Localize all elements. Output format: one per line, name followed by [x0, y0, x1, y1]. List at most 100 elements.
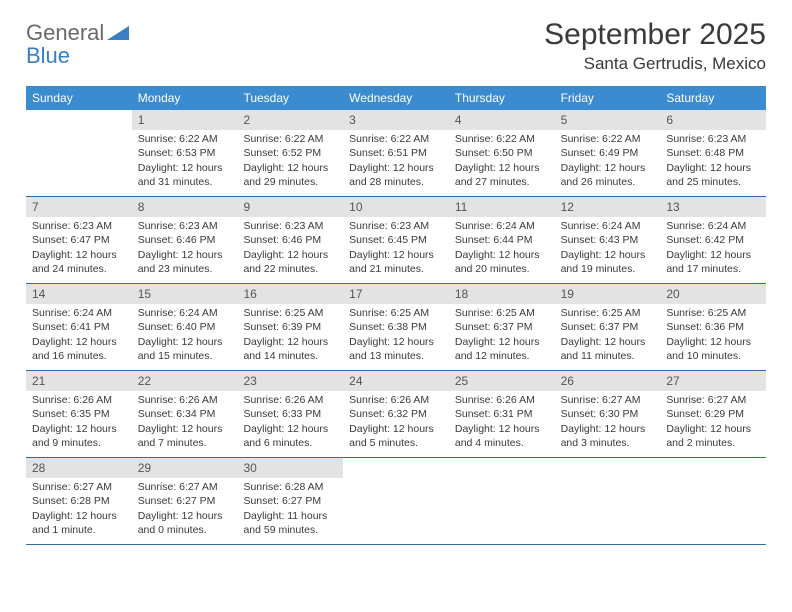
day-cell: 9Sunrise: 6:23 AMSunset: 6:46 PMDaylight…: [237, 197, 343, 283]
sunset-text: Sunset: 6:32 PM: [349, 407, 443, 421]
daylight-text: Daylight: 12 hours and 6 minutes.: [243, 422, 337, 450]
day-cell: 25Sunrise: 6:26 AMSunset: 6:31 PMDayligh…: [449, 371, 555, 457]
week-row: 14Sunrise: 6:24 AMSunset: 6:41 PMDayligh…: [26, 284, 766, 371]
sunset-text: Sunset: 6:31 PM: [455, 407, 549, 421]
day-content: Sunrise: 6:22 AMSunset: 6:50 PMDaylight:…: [449, 130, 555, 193]
day-content: Sunrise: 6:23 AMSunset: 6:47 PMDaylight:…: [26, 217, 132, 280]
daylight-text: Daylight: 12 hours and 12 minutes.: [455, 335, 549, 363]
daylight-text: Daylight: 11 hours and 59 minutes.: [243, 509, 337, 537]
day-number: 12: [555, 197, 661, 217]
daylight-text: Daylight: 12 hours and 14 minutes.: [243, 335, 337, 363]
day-cell: 3Sunrise: 6:22 AMSunset: 6:51 PMDaylight…: [343, 110, 449, 196]
sunrise-text: Sunrise: 6:26 AM: [243, 393, 337, 407]
weeks-container: 1Sunrise: 6:22 AMSunset: 6:53 PMDaylight…: [26, 110, 766, 545]
day-content: Sunrise: 6:26 AMSunset: 6:35 PMDaylight:…: [26, 391, 132, 454]
sunset-text: Sunset: 6:46 PM: [243, 233, 337, 247]
daylight-text: Daylight: 12 hours and 0 minutes.: [138, 509, 232, 537]
sunset-text: Sunset: 6:46 PM: [138, 233, 232, 247]
sunrise-text: Sunrise: 6:25 AM: [243, 306, 337, 320]
day-content: Sunrise: 6:23 AMSunset: 6:46 PMDaylight:…: [132, 217, 238, 280]
day-content: Sunrise: 6:23 AMSunset: 6:48 PMDaylight:…: [660, 130, 766, 193]
week-row: 28Sunrise: 6:27 AMSunset: 6:28 PMDayligh…: [26, 458, 766, 545]
day-cell: [26, 110, 132, 196]
day-number: 18: [449, 284, 555, 304]
sunrise-text: Sunrise: 6:27 AM: [561, 393, 655, 407]
sunset-text: Sunset: 6:47 PM: [32, 233, 126, 247]
sunrise-text: Sunrise: 6:23 AM: [349, 219, 443, 233]
day-content: Sunrise: 6:26 AMSunset: 6:31 PMDaylight:…: [449, 391, 555, 454]
sunset-text: Sunset: 6:27 PM: [138, 494, 232, 508]
sunrise-text: Sunrise: 6:22 AM: [349, 132, 443, 146]
day-cell: 11Sunrise: 6:24 AMSunset: 6:44 PMDayligh…: [449, 197, 555, 283]
daylight-text: Daylight: 12 hours and 7 minutes.: [138, 422, 232, 450]
day-number: 9: [237, 197, 343, 217]
sunset-text: Sunset: 6:44 PM: [455, 233, 549, 247]
sunset-text: Sunset: 6:38 PM: [349, 320, 443, 334]
day-number: 10: [343, 197, 449, 217]
weekday-header-row: Sunday Monday Tuesday Wednesday Thursday…: [26, 86, 766, 110]
sunrise-text: Sunrise: 6:25 AM: [666, 306, 760, 320]
sunrise-text: Sunrise: 6:26 AM: [138, 393, 232, 407]
day-number: 28: [26, 458, 132, 478]
day-cell: 10Sunrise: 6:23 AMSunset: 6:45 PMDayligh…: [343, 197, 449, 283]
daylight-text: Daylight: 12 hours and 15 minutes.: [138, 335, 232, 363]
day-number: 27: [660, 371, 766, 391]
day-content: Sunrise: 6:27 AMSunset: 6:27 PMDaylight:…: [132, 478, 238, 541]
sunrise-text: Sunrise: 6:23 AM: [243, 219, 337, 233]
sunset-text: Sunset: 6:28 PM: [32, 494, 126, 508]
daylight-text: Daylight: 12 hours and 27 minutes.: [455, 161, 549, 189]
location: Santa Gertrudis, Mexico: [544, 54, 766, 74]
sunrise-text: Sunrise: 6:28 AM: [243, 480, 337, 494]
day-cell: 7Sunrise: 6:23 AMSunset: 6:47 PMDaylight…: [26, 197, 132, 283]
sunset-text: Sunset: 6:40 PM: [138, 320, 232, 334]
daylight-text: Daylight: 12 hours and 26 minutes.: [561, 161, 655, 189]
sunrise-text: Sunrise: 6:23 AM: [138, 219, 232, 233]
day-number: 6: [660, 110, 766, 130]
logo-blue: Blue: [26, 43, 70, 68]
day-content: Sunrise: 6:25 AMSunset: 6:37 PMDaylight:…: [449, 304, 555, 367]
day-cell: 18Sunrise: 6:25 AMSunset: 6:37 PMDayligh…: [449, 284, 555, 370]
day-cell: 4Sunrise: 6:22 AMSunset: 6:50 PMDaylight…: [449, 110, 555, 196]
calendar-page: General Blue September 2025 Santa Gertru…: [0, 0, 792, 555]
day-number: 5: [555, 110, 661, 130]
day-content: Sunrise: 6:23 AMSunset: 6:45 PMDaylight:…: [343, 217, 449, 280]
daylight-text: Daylight: 12 hours and 20 minutes.: [455, 248, 549, 276]
day-content: Sunrise: 6:25 AMSunset: 6:39 PMDaylight:…: [237, 304, 343, 367]
day-content: Sunrise: 6:23 AMSunset: 6:46 PMDaylight:…: [237, 217, 343, 280]
day-content: Sunrise: 6:22 AMSunset: 6:53 PMDaylight:…: [132, 130, 238, 193]
week-row: 1Sunrise: 6:22 AMSunset: 6:53 PMDaylight…: [26, 110, 766, 197]
sunset-text: Sunset: 6:41 PM: [32, 320, 126, 334]
sunset-text: Sunset: 6:36 PM: [666, 320, 760, 334]
logo-general: General: [26, 20, 104, 45]
day-number: 30: [237, 458, 343, 478]
day-cell: 30Sunrise: 6:28 AMSunset: 6:27 PMDayligh…: [237, 458, 343, 544]
weekday-saturday: Saturday: [660, 86, 766, 110]
sunrise-text: Sunrise: 6:23 AM: [32, 219, 126, 233]
sunset-text: Sunset: 6:29 PM: [666, 407, 760, 421]
day-content: Sunrise: 6:22 AMSunset: 6:51 PMDaylight:…: [343, 130, 449, 193]
day-number: 16: [237, 284, 343, 304]
day-content: Sunrise: 6:28 AMSunset: 6:27 PMDaylight:…: [237, 478, 343, 541]
day-cell: 29Sunrise: 6:27 AMSunset: 6:27 PMDayligh…: [132, 458, 238, 544]
day-cell: 28Sunrise: 6:27 AMSunset: 6:28 PMDayligh…: [26, 458, 132, 544]
day-content: Sunrise: 6:25 AMSunset: 6:38 PMDaylight:…: [343, 304, 449, 367]
day-number: 7: [26, 197, 132, 217]
day-content: Sunrise: 6:27 AMSunset: 6:28 PMDaylight:…: [26, 478, 132, 541]
sunset-text: Sunset: 6:50 PM: [455, 146, 549, 160]
day-cell: 12Sunrise: 6:24 AMSunset: 6:43 PMDayligh…: [555, 197, 661, 283]
day-content: Sunrise: 6:27 AMSunset: 6:30 PMDaylight:…: [555, 391, 661, 454]
calendar-grid: Sunday Monday Tuesday Wednesday Thursday…: [26, 86, 766, 545]
day-cell: 15Sunrise: 6:24 AMSunset: 6:40 PMDayligh…: [132, 284, 238, 370]
day-cell: 19Sunrise: 6:25 AMSunset: 6:37 PMDayligh…: [555, 284, 661, 370]
weekday-wednesday: Wednesday: [343, 86, 449, 110]
day-number: 22: [132, 371, 238, 391]
daylight-text: Daylight: 12 hours and 16 minutes.: [32, 335, 126, 363]
day-content: Sunrise: 6:24 AMSunset: 6:43 PMDaylight:…: [555, 217, 661, 280]
daylight-text: Daylight: 12 hours and 5 minutes.: [349, 422, 443, 450]
sunrise-text: Sunrise: 6:24 AM: [32, 306, 126, 320]
day-cell: 23Sunrise: 6:26 AMSunset: 6:33 PMDayligh…: [237, 371, 343, 457]
day-cell: 14Sunrise: 6:24 AMSunset: 6:41 PMDayligh…: [26, 284, 132, 370]
daylight-text: Daylight: 12 hours and 10 minutes.: [666, 335, 760, 363]
day-number: 24: [343, 371, 449, 391]
day-cell: 24Sunrise: 6:26 AMSunset: 6:32 PMDayligh…: [343, 371, 449, 457]
